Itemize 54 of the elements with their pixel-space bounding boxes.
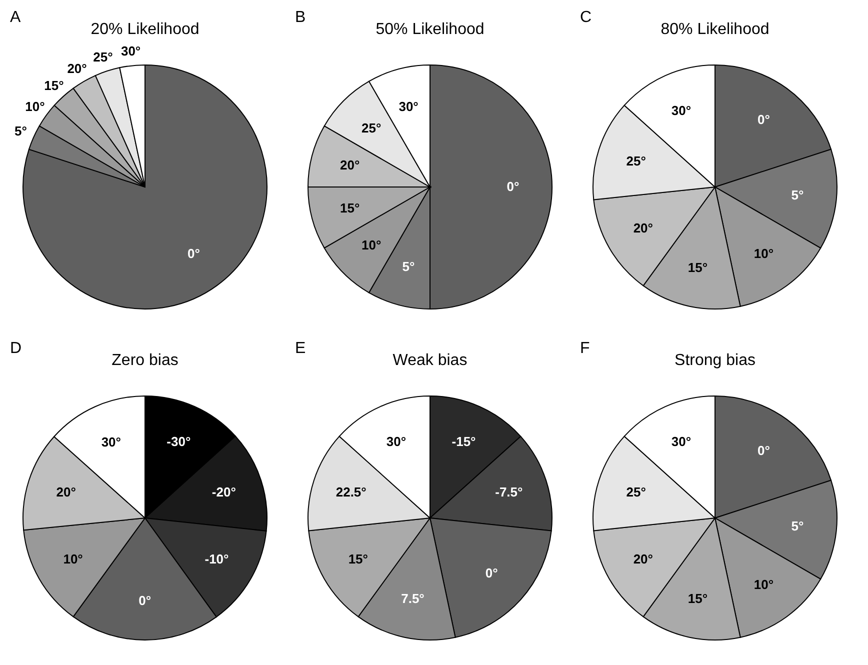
slice-label: 25° [362,120,382,136]
chart-title: Weak bias [392,352,468,369]
slice-label: 15° [688,591,708,606]
slice-label: 30° [101,434,121,450]
text: D [10,340,22,357]
slice-label: 25° [93,50,113,65]
slice-label: 5° [791,518,804,534]
slice-label: -10° [204,552,229,567]
slice-label: 22.5° [336,484,366,500]
slice-label: 10° [754,246,774,262]
chart-title: 80% Likelihood [660,21,770,38]
slice-label: 10° [25,99,45,114]
slice-label: 0° [485,566,498,581]
slice-label: 10° [361,238,382,253]
slice-label: 5° [791,188,804,203]
slice-label: -15° [452,434,476,450]
slice-label: 15° [688,260,708,276]
text: F [580,340,590,357]
text: C [580,9,592,26]
slice-label: 0° [758,112,770,127]
slice-label: -7.5° [495,484,523,500]
slice-label: 30° [398,98,418,114]
slice-label: 25° [626,484,646,500]
slice-label: 30° [386,434,406,450]
chart-title: 50% Likelihood [376,21,484,38]
text: E [295,340,306,357]
slice-label: 20° [340,158,360,173]
slice-label: 20° [633,220,653,236]
chart-title: 20% Likelihood [90,21,200,38]
slice-label: 20° [67,61,87,76]
chart-title: Zero bias [112,352,178,369]
slice-label: 15° [44,78,64,93]
slice-label: 5° [14,124,27,139]
slice-label: 20° [633,551,653,566]
slice-label: 10° [754,577,774,592]
slice-label: -20° [212,484,236,500]
slice-label: 30° [671,434,692,450]
slice-label: 0° [758,442,770,458]
slice-label: 15° [348,551,368,566]
slice-label: 10° [63,551,83,566]
slice-label: 0° [188,246,200,262]
text: A [10,9,21,26]
slice-label: 30° [120,44,141,59]
slice-label: 25° [626,153,646,168]
slice-label: 15° [340,200,360,216]
slice-label: 5° [402,259,415,274]
slice-label: 7.5° [401,591,424,606]
text: B [295,9,306,26]
slice-label: 30° [671,103,692,118]
chart-title: Strong bias [674,352,756,369]
slice-label: 0° [138,592,152,608]
slice-label: 0° [506,179,520,194]
slice-label: 20° [56,484,76,500]
slice-label: -30° [166,434,191,450]
